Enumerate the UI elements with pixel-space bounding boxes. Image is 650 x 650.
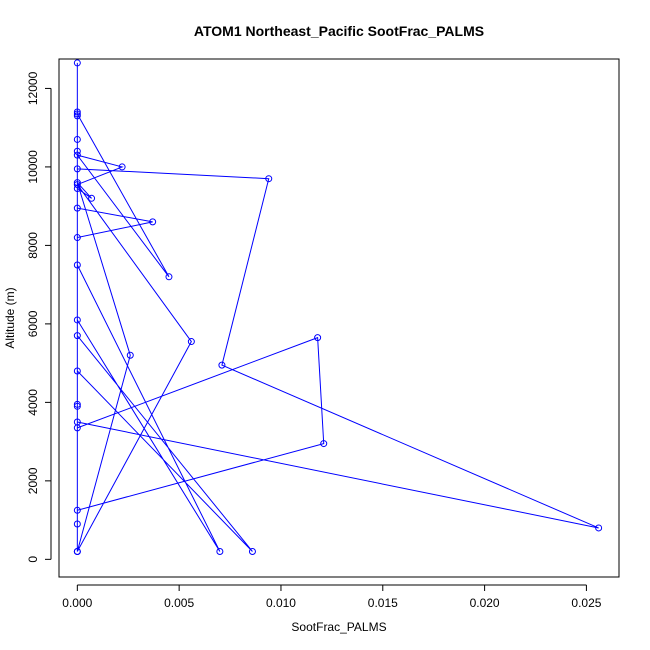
data-point [165, 273, 173, 281]
series-layer [73, 59, 603, 555]
plot-frame [58, 58, 620, 578]
data-point [73, 185, 81, 192]
data-point [73, 135, 81, 143]
data-point [314, 334, 322, 342]
data-point [73, 110, 81, 118]
data-point [73, 400, 81, 408]
x-tick-label: 0.025 [571, 596, 601, 610]
y-axis-label: Altitude (m) [3, 287, 17, 348]
data-point [73, 147, 81, 155]
data-point [126, 351, 134, 359]
x-tick-label: 0.000 [62, 596, 92, 610]
x-axis-label: SootFrac_PALMS [291, 620, 386, 634]
data-point [73, 261, 81, 269]
data-point [88, 194, 96, 202]
data-point [73, 316, 81, 324]
data-point [73, 151, 81, 159]
x-tick-label: 0.005 [164, 596, 194, 610]
data-point [265, 175, 273, 183]
y-tick-label: 4000 [26, 389, 40, 416]
series-line [76, 62, 599, 552]
x-tick-label: 0.015 [368, 596, 398, 610]
y-tick-label: 8000 [26, 232, 40, 259]
y-tick-label: 6000 [26, 310, 40, 337]
data-point [218, 361, 226, 369]
y-tick-label: 0 [26, 556, 40, 563]
data-point [118, 163, 126, 171]
data-point [320, 440, 328, 448]
data-point [73, 234, 81, 242]
y-tick-label: 10000 [26, 150, 40, 184]
y-tick-label: 12000 [26, 71, 40, 105]
data-point [595, 524, 603, 532]
data-point [73, 520, 81, 528]
data-point [73, 367, 81, 375]
y-axis: 0 2000 4000 6000 8000 10000 12000 [26, 71, 52, 563]
x-tick-label: 0.010 [266, 596, 296, 610]
data-point [73, 418, 81, 426]
data-point [73, 547, 81, 555]
x-axis: 0.000 0.005 0.010 0.015 0.020 0.025 [62, 584, 602, 610]
x-tick-label: 0.020 [470, 596, 500, 610]
data-point [187, 338, 195, 346]
data-point [73, 332, 81, 340]
data-point [73, 506, 81, 514]
data-point [73, 181, 81, 189]
y-tick-label: 2000 [26, 467, 40, 494]
data-point [216, 547, 224, 555]
data-point [248, 547, 256, 555]
data-point [73, 204, 81, 212]
data-point [73, 165, 81, 173]
data-point [73, 112, 81, 120]
data-point [73, 59, 81, 67]
data-point [73, 108, 81, 116]
data-point [149, 218, 157, 226]
data-point [73, 402, 81, 410]
chart-title: ATOM1 Northeast_Pacific SootFrac_PALMS [194, 23, 484, 39]
